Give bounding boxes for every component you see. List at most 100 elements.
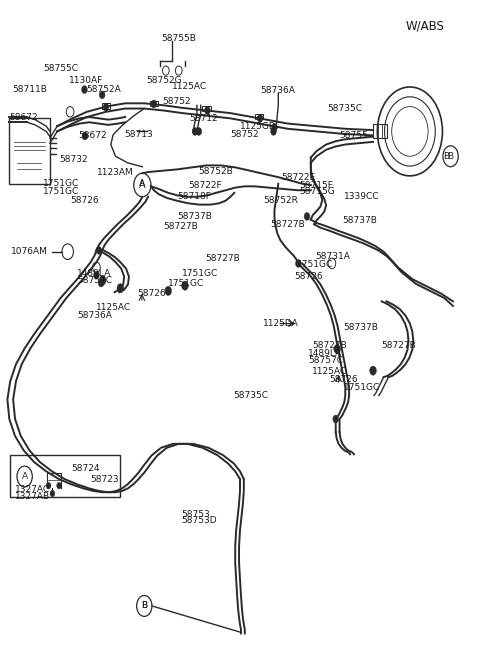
Circle shape	[46, 482, 51, 489]
Text: 1751GC: 1751GC	[344, 383, 381, 392]
Text: 58755: 58755	[339, 132, 368, 140]
Text: 58672: 58672	[78, 132, 107, 140]
Text: 1327AB: 1327AB	[15, 492, 50, 500]
Text: 58718F: 58718F	[178, 193, 212, 201]
Text: 58731A: 58731A	[316, 252, 350, 261]
Circle shape	[82, 132, 88, 140]
Circle shape	[271, 128, 276, 136]
Text: 58753D: 58753D	[181, 517, 217, 525]
Text: 1339CC: 1339CC	[344, 193, 380, 201]
Circle shape	[103, 103, 109, 111]
Text: 1489LA: 1489LA	[77, 269, 111, 278]
Text: 58727B: 58727B	[312, 341, 347, 350]
Circle shape	[98, 279, 104, 287]
Text: 58715F: 58715F	[300, 181, 333, 189]
Circle shape	[151, 100, 157, 108]
Circle shape	[333, 415, 338, 423]
Text: 58726: 58726	[70, 196, 99, 205]
Circle shape	[99, 91, 105, 99]
Text: 58735C: 58735C	[327, 104, 362, 113]
Text: 1123AM: 1123AM	[97, 168, 134, 177]
Text: 58715G: 58715G	[300, 187, 335, 196]
Circle shape	[96, 246, 102, 254]
Text: 58752G: 58752G	[147, 76, 182, 85]
Circle shape	[196, 128, 202, 136]
Text: 58737B: 58737B	[343, 323, 378, 332]
Text: 58752A: 58752A	[86, 85, 120, 94]
Text: 58726: 58726	[295, 272, 323, 281]
Text: B: B	[443, 152, 449, 160]
Text: A: A	[139, 179, 145, 188]
Circle shape	[57, 482, 61, 489]
Bar	[102, 103, 110, 109]
Text: 1125DA: 1125DA	[263, 319, 299, 328]
Text: 58726: 58726	[137, 289, 166, 298]
Circle shape	[204, 107, 210, 115]
Text: 58752R: 58752R	[263, 196, 298, 205]
Text: 1751GC: 1751GC	[297, 260, 333, 269]
Bar	[202, 106, 211, 111]
Circle shape	[304, 212, 310, 220]
Circle shape	[165, 286, 171, 295]
Text: 1751GC: 1751GC	[43, 179, 79, 188]
Text: B: B	[447, 152, 454, 160]
Circle shape	[257, 115, 263, 122]
Text: 58672: 58672	[9, 113, 38, 122]
Circle shape	[50, 490, 55, 496]
Text: B: B	[141, 601, 147, 610]
Text: 58753: 58753	[181, 510, 210, 519]
Text: 1130AF: 1130AF	[69, 76, 103, 85]
Text: 58727B: 58727B	[205, 253, 240, 263]
Circle shape	[334, 345, 340, 354]
Text: 58713: 58713	[124, 130, 153, 138]
Circle shape	[370, 366, 376, 375]
Text: 58736A: 58736A	[77, 311, 112, 320]
Text: 1125AC: 1125AC	[172, 83, 207, 92]
Text: 1751GC: 1751GC	[168, 278, 204, 288]
Text: 58757C: 58757C	[308, 356, 343, 365]
Text: 58727B: 58727B	[382, 341, 417, 350]
Text: 58757C: 58757C	[77, 276, 112, 285]
Text: A: A	[139, 180, 145, 190]
Bar	[255, 114, 264, 119]
Bar	[373, 124, 387, 138]
Circle shape	[117, 284, 124, 293]
Bar	[150, 101, 158, 106]
Text: 1125AC: 1125AC	[312, 367, 347, 377]
Text: 58755B: 58755B	[161, 34, 196, 43]
Text: 58722E: 58722E	[282, 173, 316, 181]
Text: 58722F: 58722F	[188, 181, 222, 190]
Text: 58755C: 58755C	[43, 64, 78, 73]
Circle shape	[181, 281, 188, 290]
Text: 58711B: 58711B	[12, 85, 47, 94]
Circle shape	[99, 276, 106, 285]
Circle shape	[296, 259, 301, 267]
Text: 1076AM: 1076AM	[11, 247, 48, 256]
Text: 1751GC: 1751GC	[181, 269, 218, 278]
Text: 58737B: 58737B	[177, 212, 212, 221]
Text: 58737B: 58737B	[342, 215, 377, 225]
Text: A: A	[22, 472, 28, 481]
Text: 58736A: 58736A	[261, 86, 296, 96]
Text: 58723: 58723	[91, 475, 120, 483]
Text: 1489LA: 1489LA	[308, 349, 342, 358]
Text: 58735C: 58735C	[233, 391, 268, 400]
Text: W/ABS: W/ABS	[405, 19, 444, 32]
Text: 58752B: 58752B	[198, 168, 233, 176]
Text: 1125GB: 1125GB	[240, 122, 276, 131]
Bar	[9, 119, 50, 183]
Text: 58726: 58726	[329, 375, 358, 384]
Text: 1327AC: 1327AC	[15, 485, 50, 494]
Text: 58752: 58752	[162, 97, 191, 106]
Circle shape	[82, 86, 87, 94]
Text: 58712: 58712	[189, 114, 217, 123]
Circle shape	[272, 124, 277, 132]
Text: 1751GC: 1751GC	[43, 187, 79, 196]
Text: 58724: 58724	[72, 464, 100, 473]
Text: 58727B: 58727B	[271, 219, 305, 229]
Circle shape	[192, 128, 198, 136]
Text: 58732: 58732	[59, 155, 88, 164]
Text: 58752: 58752	[230, 130, 259, 138]
Circle shape	[94, 271, 99, 279]
Text: 1125AC: 1125AC	[96, 303, 132, 312]
